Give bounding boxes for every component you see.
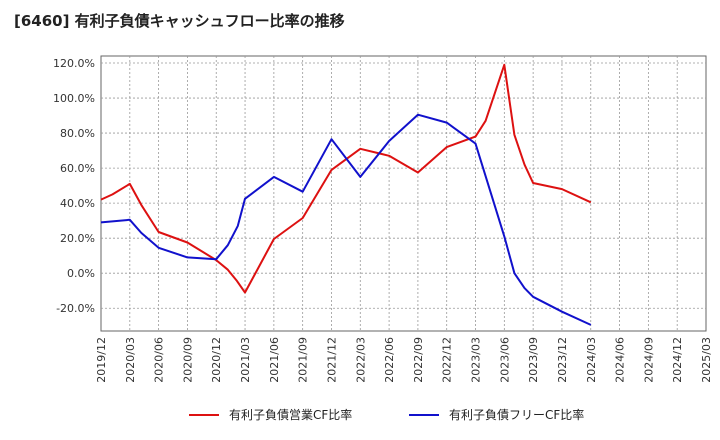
x-tick-label: 2021/06 [268,337,281,383]
x-tick-label: 2020/03 [124,337,137,383]
x-tick-label: 2021/12 [325,337,338,383]
chart-title: [6460] 有利子負債キャッシュフロー比率の推移 [14,12,345,30]
x-tick-label: 2023/09 [527,337,540,383]
series-line-2 [100,113,592,326]
x-tick-label: 2022/12 [441,337,454,383]
plot-area [100,55,707,332]
y-tick-label: 0.0% [67,267,95,280]
x-tick-label: 2025/03 [700,337,713,383]
x-tick-label: 2022/03 [354,337,367,383]
series-line-1 [100,63,592,294]
x-tick-label: 2021/03 [239,337,252,383]
y-tick-label: 60.0% [60,162,95,175]
y-tick-label: 120.0% [53,57,95,70]
x-tick-label: 2022/06 [383,337,396,383]
legend-label-2: 有利子負債フリーCF比率 [449,407,584,422]
x-tick-label: 2019/12 [95,337,108,383]
y-tick-label: 100.0% [53,92,95,105]
x-tick-label: 2023/12 [556,337,569,383]
x-tick-label: 2020/06 [153,337,166,383]
x-tick-label: 2022/09 [412,337,425,383]
x-tick-label: 2024/09 [642,337,655,383]
y-tick-label: 80.0% [60,127,95,140]
x-tick-label: 2024/06 [614,337,627,383]
x-tick-label: 2023/03 [470,337,483,383]
x-tick-label: 2020/09 [181,337,194,383]
x-tick-label: 2021/09 [297,337,310,383]
y-tick-label: -20.0% [56,302,95,315]
legend-label-1: 有利子負債営業CF比率 [229,407,352,422]
x-tick-label: 2024/03 [585,337,598,383]
x-tick-label: 2023/06 [498,337,511,383]
x-tick-label: 2020/12 [210,337,223,383]
y-tick-label: 20.0% [60,232,95,245]
x-tick-label: 2024/12 [671,337,684,383]
y-tick-label: 40.0% [60,197,95,210]
